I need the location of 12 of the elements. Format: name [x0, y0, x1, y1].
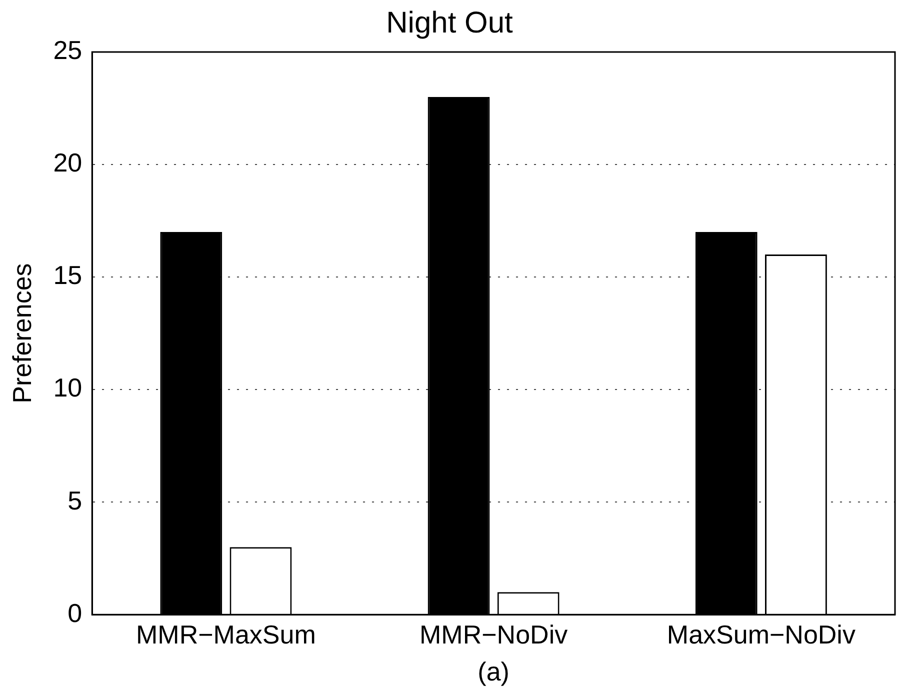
- x-tick-label: MMR−MaxSum: [136, 619, 316, 650]
- y-axis-title: Preferences: [6, 263, 37, 404]
- y-tick-label: 25: [53, 35, 82, 66]
- chart-title: Night Out: [386, 6, 514, 40]
- y-tick-label: 15: [53, 260, 82, 290]
- y-tick-label: 0: [68, 598, 82, 628]
- x-axis-title: (a): [478, 656, 510, 687]
- y-tick-label: 5: [68, 485, 82, 516]
- x-tick-label: MaxSum−NoDiv: [666, 619, 856, 650]
- y-tick-label: 20: [53, 148, 82, 178]
- x-tick-label: MMR−NoDiv: [420, 619, 568, 650]
- y-tick-label: 10: [53, 372, 82, 403]
